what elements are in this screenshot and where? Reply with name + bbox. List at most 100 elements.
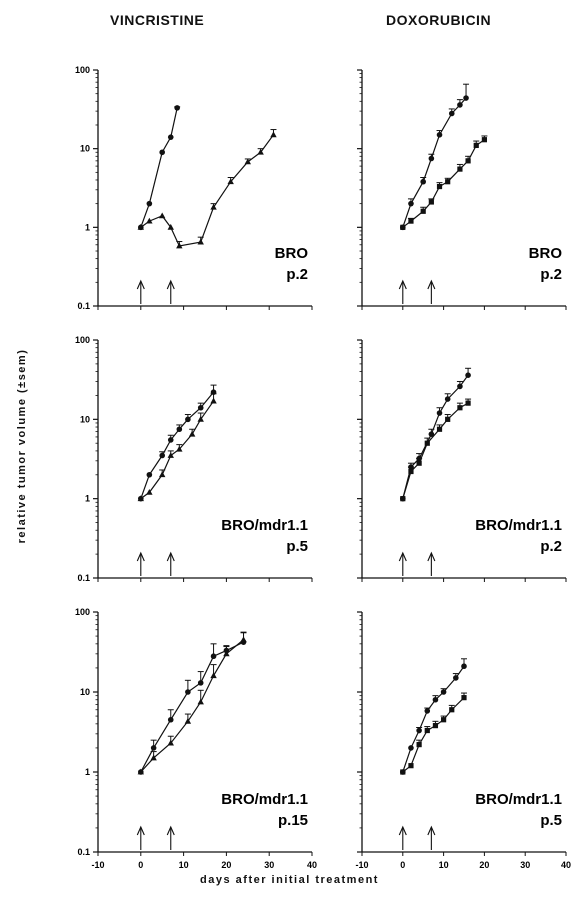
data-point-square bbox=[461, 695, 467, 701]
chart-panel-vincristine-bro-mdr11-p15: 0.1 1 10 100 -10 0 10 20 30 40 BRO/mdr1.1 p.15 bbox=[75, 607, 317, 870]
data-point-triangle bbox=[197, 238, 204, 245]
data-point-circle bbox=[167, 716, 174, 723]
series-line-triangle bbox=[140, 639, 244, 773]
treatment-arrow-head bbox=[398, 279, 407, 290]
data-point-square bbox=[408, 218, 414, 224]
data-point-triangle bbox=[167, 739, 174, 746]
data-point-square bbox=[441, 717, 447, 723]
treatment-arrow-head bbox=[166, 551, 175, 562]
data-point-triangle bbox=[188, 430, 196, 437]
x-tick-label: 10 bbox=[439, 860, 449, 870]
data-point-triangle bbox=[167, 223, 174, 230]
data-point-circle bbox=[436, 132, 443, 138]
data-point-square bbox=[457, 405, 463, 411]
x-tick-label: 10 bbox=[179, 860, 189, 870]
data-point-triangle bbox=[227, 178, 234, 185]
treatment-arrow-head bbox=[136, 551, 145, 562]
treatment-arrow-head bbox=[427, 279, 436, 290]
y-tick-label: 1 bbox=[85, 767, 90, 777]
doxorubicin-column-title: DOXORUBICIN bbox=[386, 12, 492, 28]
data-point-circle bbox=[436, 410, 443, 416]
y-tick-label: 10 bbox=[80, 144, 90, 154]
data-point-square bbox=[428, 199, 434, 205]
data-point-triangle bbox=[184, 717, 192, 724]
series-line-circle bbox=[402, 97, 467, 228]
data-point-triangle bbox=[240, 636, 247, 643]
x-tick-label: 40 bbox=[307, 860, 317, 870]
data-point-circle bbox=[167, 134, 174, 140]
panel-label-line: BRO bbox=[529, 245, 563, 262]
chart-panel-vincristine-bro-p2: 0.1 1 10 100 BRO p.2 bbox=[75, 65, 313, 311]
data-point-circle bbox=[146, 471, 153, 478]
data-point-square bbox=[436, 183, 443, 190]
x-tick-label: 40 bbox=[561, 860, 571, 870]
data-point-triangle bbox=[210, 672, 217, 679]
chart-panel-doxorubicin-bro-p2: BRO p.2 bbox=[357, 69, 567, 310]
vincristine-column-title: VINCRISTINE bbox=[110, 12, 205, 28]
data-point-square bbox=[436, 426, 443, 432]
data-point-circle bbox=[461, 663, 467, 670]
data-point-circle bbox=[428, 431, 435, 437]
data-point-square bbox=[424, 727, 430, 734]
panel-label-line: p.2 bbox=[286, 266, 308, 283]
panel-label-line: BRO/mdr1.1 bbox=[475, 791, 562, 808]
data-point-square bbox=[445, 416, 451, 422]
data-point-circle bbox=[465, 372, 471, 379]
data-point-circle bbox=[174, 105, 180, 111]
panel-label-line: BRO/mdr1.1 bbox=[221, 791, 308, 808]
data-point-circle bbox=[457, 102, 463, 108]
series-line-square bbox=[402, 697, 465, 773]
data-point-square bbox=[408, 763, 414, 769]
panel-label-line: p.2 bbox=[540, 538, 562, 555]
y-tick-label: 0.1 bbox=[77, 301, 90, 311]
data-point-triangle bbox=[137, 495, 144, 502]
y-tick-label: 1 bbox=[85, 494, 90, 504]
series-line-circle bbox=[402, 374, 469, 499]
data-point-square bbox=[457, 166, 463, 172]
data-point-triangle bbox=[159, 212, 166, 219]
data-point-circle bbox=[420, 178, 427, 185]
data-point-triangle bbox=[137, 223, 144, 230]
data-point-triangle bbox=[137, 768, 144, 775]
series-line-circle bbox=[402, 665, 465, 773]
data-point-circle bbox=[453, 675, 459, 681]
series-line-circle bbox=[140, 107, 178, 228]
series-line-square bbox=[402, 402, 469, 499]
panel-label-line: p.5 bbox=[286, 538, 308, 555]
data-point-square bbox=[416, 460, 422, 466]
y-tick-label: 10 bbox=[80, 414, 90, 424]
data-point-triangle bbox=[257, 148, 264, 155]
data-point-triangle bbox=[176, 445, 183, 452]
treatment-arrow-head bbox=[136, 825, 145, 836]
y-tick-label: 100 bbox=[75, 335, 90, 345]
data-point-square bbox=[465, 400, 471, 406]
chart-panel-vincristine-bro-mdr11-p5: 0.1 1 10 100 BRO/mdr1.1 p.5 bbox=[75, 335, 313, 583]
data-point-circle bbox=[185, 416, 191, 423]
data-point-circle bbox=[457, 383, 463, 390]
treatment-arrow-head bbox=[427, 825, 436, 836]
data-point-circle bbox=[185, 689, 191, 695]
data-point-circle bbox=[416, 727, 422, 734]
data-point-circle bbox=[167, 437, 174, 443]
data-point-triangle bbox=[176, 242, 183, 249]
data-point-circle bbox=[159, 452, 165, 459]
treatment-arrow-head bbox=[398, 551, 407, 562]
x-tick-label: 30 bbox=[520, 860, 530, 870]
x-tick-label: -10 bbox=[91, 860, 104, 870]
x-tick-label: 0 bbox=[400, 860, 405, 870]
data-point-circle bbox=[197, 680, 204, 686]
chart-panel-doxorubicin-bro-mdr11-p2: BRO/mdr1.1 p.2 bbox=[357, 339, 567, 582]
data-point-square bbox=[432, 723, 439, 729]
data-point-triangle bbox=[270, 131, 277, 138]
data-point-triangle bbox=[210, 397, 217, 404]
data-point-triangle bbox=[159, 471, 166, 478]
x-tick-label: 30 bbox=[264, 860, 274, 870]
data-point-circle bbox=[424, 708, 431, 714]
data-point-square bbox=[400, 496, 406, 502]
y-tick-label: 10 bbox=[80, 687, 90, 697]
y-tick-label: 100 bbox=[75, 607, 90, 617]
panel-label-line: p.15 bbox=[278, 812, 308, 829]
series-line-circle bbox=[140, 391, 215, 499]
x-axis-label: days after initial treatment bbox=[200, 874, 379, 886]
data-point-square bbox=[400, 769, 406, 775]
